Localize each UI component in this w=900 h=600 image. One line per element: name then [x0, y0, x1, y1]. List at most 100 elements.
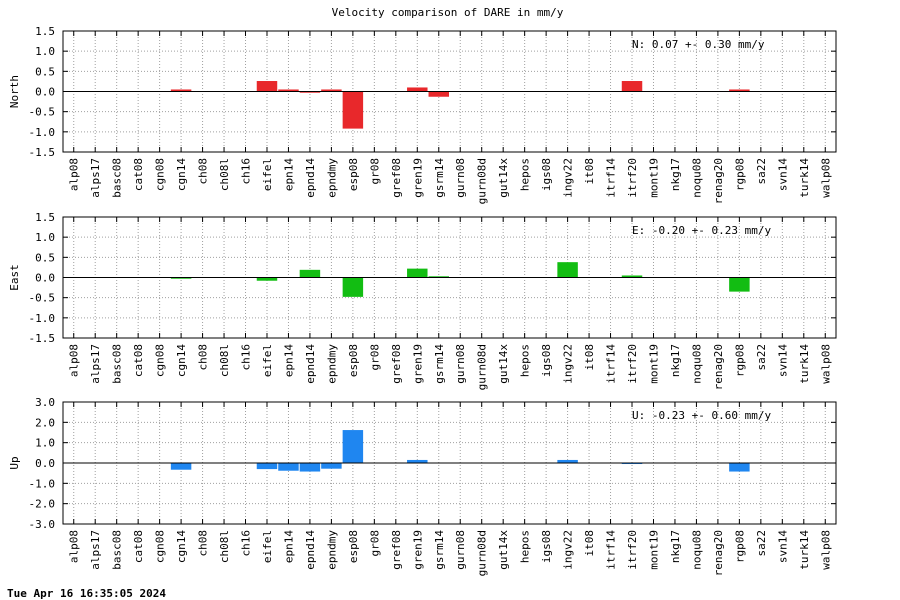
bar-cgn14 — [170, 89, 192, 92]
x-tick-label: cat08 — [132, 344, 145, 377]
x-tick-label: gut14x — [497, 158, 510, 198]
x-tick-label: turk14 — [798, 158, 811, 198]
x-tick-label: svn14 — [776, 530, 789, 563]
x-tick-label: ch08 — [197, 530, 210, 557]
x-tick-label: basc08 — [111, 344, 124, 384]
panel-east: -1.5 -1.0 -0.5 0.0 0.5 1.0 1.5 East E: -0.20 +- … — [8, 211, 837, 390]
bar-gsrm14 — [428, 91, 449, 97]
x-tick-label: cgn14 — [175, 158, 188, 191]
x-tick-label: ch08 — [197, 158, 210, 185]
x-tick-label: renag20 — [712, 530, 725, 576]
x-tick-label: itrf20 — [626, 530, 639, 570]
x-tick-label: gr08 — [368, 530, 381, 557]
x-tick-label: gref08 — [390, 344, 403, 384]
y-tick-label: -0.5 — [29, 292, 56, 305]
x-tick-label: epn14 — [282, 158, 295, 191]
bar-gren19 — [407, 459, 428, 463]
x-tick-label: esp08 — [347, 158, 360, 191]
x-tick-label: svn14 — [776, 158, 789, 191]
x-tick-label: eifel — [261, 530, 274, 563]
plot-frame — [62, 401, 837, 525]
x-tick-label: cgn08 — [154, 158, 167, 191]
stats-annotation: N: 0.07 +- 0.30 mm/y — [632, 38, 765, 51]
chart-title: Velocity comparison of DARE in mm/y — [331, 6, 564, 19]
plot-frame — [62, 30, 837, 153]
bar-gsrm14 — [428, 276, 449, 278]
x-tick-label: hepos — [519, 344, 532, 377]
y-tick-label: 0.0 — [35, 272, 55, 285]
x-tick-label: gsrm14 — [433, 530, 446, 570]
y-tick-label: -1.5 — [29, 332, 56, 345]
stats-annotation: E: -0.20 +- 0.23 mm/y — [632, 224, 771, 237]
bar-eifel — [256, 463, 278, 470]
y-tick-label: 0.5 — [35, 251, 55, 264]
x-tick-label: gurn08 — [454, 158, 467, 198]
x-tick-label: gren19 — [411, 158, 424, 198]
x-tick-label: itrf14 — [605, 344, 618, 384]
x-tick-label: itrf20 — [626, 344, 639, 384]
x-tick-label: nkg17 — [669, 158, 682, 191]
x-tick-label: cgn14 — [175, 344, 188, 377]
x-tick-label: ch08l — [218, 344, 231, 377]
x-tick-label: hepos — [519, 158, 532, 191]
y-tick-label: -0.5 — [29, 106, 56, 119]
bar-epn14 — [278, 463, 299, 471]
x-tick-label: gref08 — [390, 158, 403, 198]
bar-ingv22 — [557, 459, 578, 463]
x-tick-label: turk14 — [798, 344, 811, 384]
x-tick-label: ingv22 — [562, 530, 575, 570]
y-tick-label: 0.0 — [35, 457, 55, 470]
x-tick-label: ch08l — [218, 158, 231, 191]
bar-itrf20 — [621, 81, 643, 92]
y-axis-label: North — [8, 75, 21, 108]
bar-ingv22 — [557, 262, 578, 278]
x-tick-label: alps17 — [89, 158, 102, 198]
y-tick-label: -1.0 — [29, 126, 56, 139]
x-tick-label: noqu08 — [690, 530, 703, 570]
x-tick-label: gsrm14 — [433, 344, 446, 384]
bar-itrf20 — [621, 275, 643, 278]
x-tick-label: epndmy — [325, 158, 338, 198]
x-tick-label: renag20 — [712, 158, 725, 204]
bar-epnd14 — [299, 463, 321, 472]
bar-esp08 — [342, 91, 364, 129]
panel-north: -1.5 -1.0 -0.5 0.0 0.5 1.0 1.5 North N: 0.07 +- … — [8, 25, 837, 204]
footer-timestamp: Tue Apr 16 16:35:05 2024 — [7, 587, 166, 600]
bar-epndmy — [321, 89, 342, 92]
bar-itrf20 — [621, 463, 643, 465]
x-tick-label: epnd14 — [304, 158, 317, 198]
x-tick-label: gr08 — [368, 158, 381, 185]
x-tick-label: cgn08 — [154, 530, 167, 563]
x-tick-label: itrf20 — [626, 158, 639, 198]
x-tick-label: eifel — [261, 344, 274, 377]
x-tick-label: noqu08 — [690, 158, 703, 198]
x-tick-label: itrf14 — [605, 158, 618, 198]
x-tick-label: epnd14 — [304, 530, 317, 570]
x-tick-label: alps17 — [89, 530, 102, 570]
y-tick-label: -2.0 — [29, 498, 56, 511]
bar-esp08 — [342, 430, 364, 463]
x-tick-label: mont19 — [647, 344, 660, 384]
y-tick-label: 1.0 — [35, 231, 55, 244]
y-tick-label: 0.0 — [35, 86, 55, 99]
plot-frame — [62, 216, 837, 339]
bar-eifel — [256, 81, 278, 92]
stats-annotation: U: -0.23 +- 0.60 mm/y — [632, 409, 771, 422]
y-tick-label: -1.5 — [29, 146, 56, 159]
x-tick-label: svn14 — [776, 344, 789, 377]
bar-esp08 — [342, 277, 364, 297]
x-tick-label: ch16 — [240, 344, 253, 371]
x-tick-label: esp08 — [347, 344, 360, 377]
x-tick-label: sa22 — [755, 344, 768, 371]
x-tick-label: esp08 — [347, 530, 360, 563]
x-tick-label: noqu08 — [690, 344, 703, 384]
y-axis-label: Up — [8, 456, 21, 469]
x-tick-label: cgn14 — [175, 530, 188, 563]
x-tick-label: ch08l — [218, 530, 231, 563]
y-tick-label: -1.0 — [29, 477, 56, 490]
x-tick-label: nkg17 — [669, 530, 682, 563]
x-tick-label: cat08 — [132, 530, 145, 563]
x-tick-label: gsrm14 — [433, 158, 446, 198]
bar-eifel — [256, 277, 278, 281]
